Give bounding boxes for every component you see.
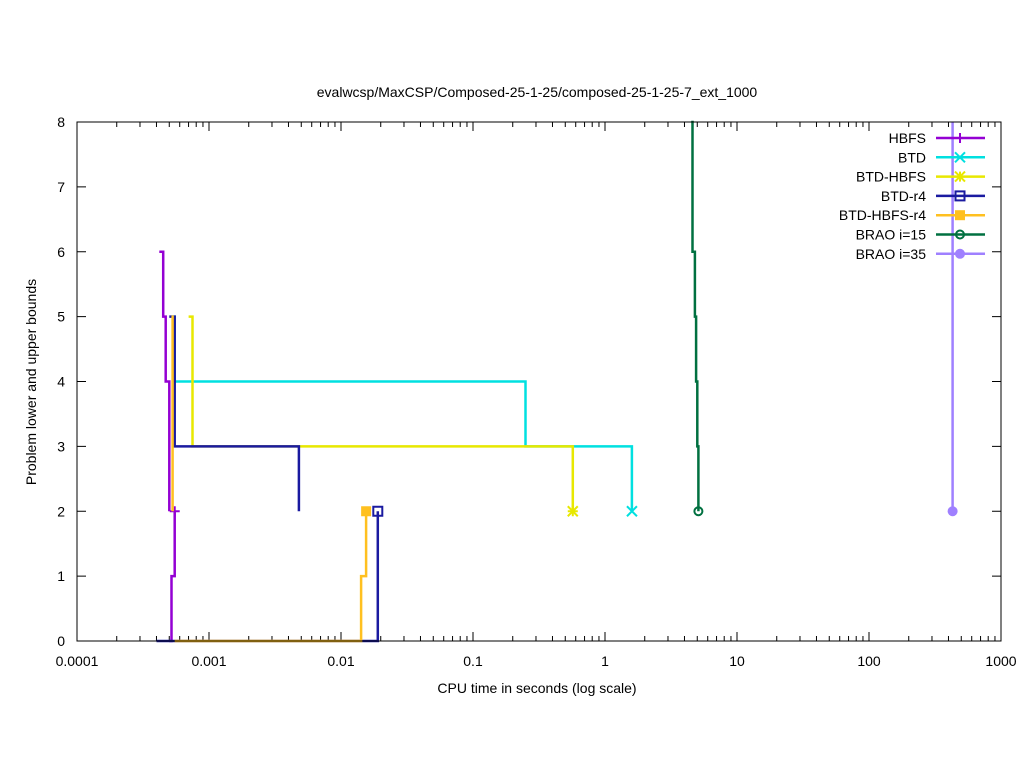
legend-item: BTD-r4: [881, 188, 985, 204]
x-axis-label: CPU time in seconds (log scale): [437, 680, 636, 696]
x-tick-label: 1: [601, 653, 609, 669]
series-marker: [955, 248, 965, 259]
series-upper-line: [169, 315, 301, 512]
legend-item: BRAO i=35: [856, 246, 985, 262]
legend-label: BTD: [898, 149, 926, 165]
legend-label: HBFS: [889, 130, 926, 146]
y-tick-label: 5: [57, 309, 65, 325]
legend-item: BTD-HBFS-r4: [839, 207, 985, 223]
series-btd: [171, 315, 638, 517]
series-marker: [955, 133, 965, 143]
y-tick-label: 0: [57, 633, 65, 649]
chart-title: evalwcsp/MaxCSP/Composed-25-1-25/compose…: [317, 84, 758, 100]
y-tick-label: 8: [57, 114, 65, 130]
legend-label: BRAO i=15: [856, 227, 927, 243]
y-tick-label: 7: [57, 179, 65, 195]
y-tick-label: 3: [57, 438, 65, 454]
legend-item: BTD-HBFS: [856, 169, 985, 185]
series-marker: [947, 506, 958, 517]
series-upper-line: [691, 120, 700, 512]
series-btd-r4: [156, 315, 384, 643]
series-lower-line: [169, 511, 176, 643]
series-marker: [361, 506, 372, 517]
legend: HBFS BTD BTD-HBFS BTD-r4 BTD-HBFS-r4 BRAO i=1…: [839, 130, 985, 262]
series-upper-line: [171, 315, 634, 512]
series-marker: [372, 505, 384, 517]
series-upper-line: [171, 315, 174, 512]
legend-label: BTD-r4: [881, 188, 926, 204]
plot-frame: [76, 121, 1002, 642]
x-tick-label: 0.1: [463, 653, 483, 669]
y-tick-label: 4: [57, 374, 65, 390]
series-lower-line: [174, 511, 368, 643]
legend-label: BTD-HBFS-r4: [839, 207, 926, 223]
y-tick-label: 2: [57, 503, 65, 519]
series-layer: [156, 120, 958, 643]
legend-item: HBFS: [889, 130, 985, 146]
x-tick-label: 100: [857, 653, 881, 669]
series-upper-line: [159, 250, 171, 512]
legend-label: BTD-HBFS: [856, 169, 926, 185]
series-btd-hbfs-r4: [171, 315, 372, 643]
series-brao-i-15: [691, 120, 704, 517]
legend-item: BTD: [898, 149, 985, 165]
x-tick-label: 10: [729, 653, 745, 669]
x-tick-label: 0.01: [327, 653, 354, 669]
legend-item: BRAO i=15: [856, 227, 985, 243]
series-marker: [169, 506, 180, 517]
series-marker: [693, 506, 704, 517]
series-marker: [955, 229, 965, 240]
series-upper-line: [188, 315, 575, 512]
series-lower-line: [156, 511, 380, 643]
legend-label: BRAO i=35: [856, 246, 927, 262]
series-marker: [567, 505, 579, 517]
x-tick-label: 0.001: [191, 653, 226, 669]
series-marker: [954, 151, 966, 164]
series-marker: [954, 170, 966, 183]
y-tick-label: 6: [57, 244, 65, 260]
series-btd-hbfs: [188, 315, 579, 517]
series-marker: [954, 190, 966, 202]
axis-ticks: 0.0001 0.001 0.01 0.1 1 10 100 1000 0 1 2 3 4 5 6 7 8: [56, 114, 1017, 669]
x-tick-label: 0.0001: [56, 653, 99, 669]
y-axis-label: Problem lower and upper bounds: [23, 279, 39, 485]
series-brao-i-35: [947, 122, 958, 517]
series-marker: [626, 505, 638, 517]
y-tick-label: 1: [57, 568, 65, 584]
x-tick-label: 1000: [985, 653, 1016, 669]
series-marker: [955, 210, 965, 221]
